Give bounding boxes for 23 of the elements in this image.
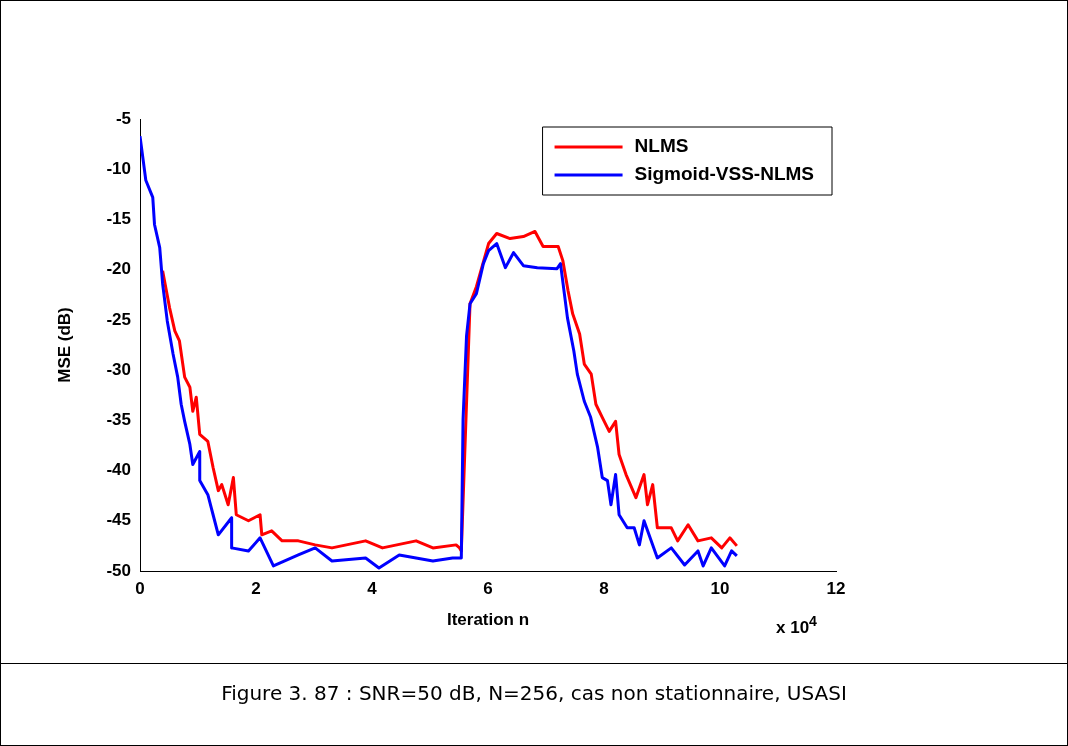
legend-label: NLMS [634,135,689,157]
y-tick-label: -10 [106,158,131,178]
y-tick-label: -25 [106,309,131,329]
y-tick-label: -50 [106,560,131,580]
x-tick-label: 6 [483,578,493,598]
x-tick-label: 0 [135,578,145,598]
text: x 10$^{4}$ [776,613,817,638]
y-axis-title: MSE (dB) [54,307,74,383]
legend-label: Sigmoid-VSS-NLMS [634,163,815,185]
caption: Figure 3. 87 : SNR=50 dB, N=256, cas non stationnaire, USASI [220,681,848,705]
x-tick-label: 10 [710,578,730,598]
y-tick-label: -20 [106,259,131,279]
x-axis-title: Iteration n [446,610,530,630]
y-tick-label: -5 [115,108,131,128]
y-tick-label: -45 [106,510,131,530]
x-tick-label: 8 [599,578,609,598]
y-tick-label: -40 [106,460,131,480]
x-tick-label: 4 [367,578,378,598]
x-tick-label: 2 [251,578,261,598]
y-tick-label: -35 [106,410,131,430]
x-tick-label: 12 [826,578,846,598]
y-tick-label: -15 [106,209,131,229]
y-tick-label: -30 [106,359,131,379]
